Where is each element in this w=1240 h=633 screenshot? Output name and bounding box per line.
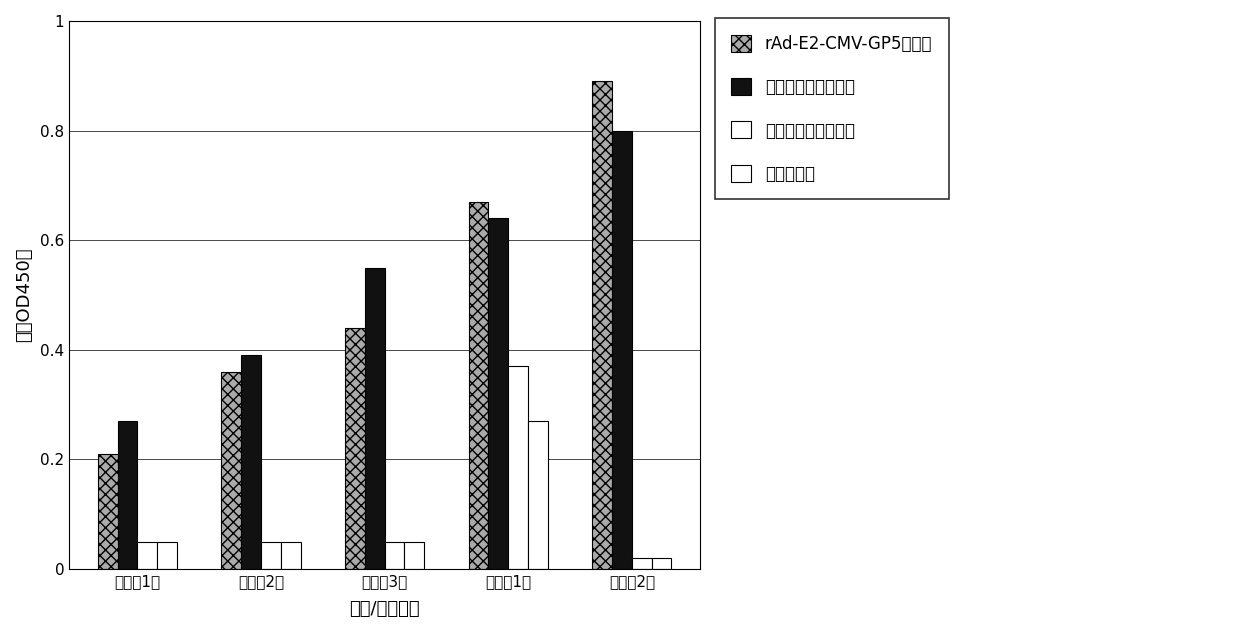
Bar	[632, 558, 652, 569]
Y-axis label: 血清OD450値: 血清OD450値	[15, 248, 33, 342]
Bar	[652, 558, 671, 569]
Bar	[138, 542, 157, 569]
Bar	[157, 542, 177, 569]
X-axis label: 免疫/攻毒时间: 免疫/攻毒时间	[350, 600, 420, 618]
Bar	[280, 542, 300, 569]
Bar	[241, 355, 260, 569]
Bar	[593, 81, 613, 569]
Bar	[384, 542, 404, 569]
Bar	[613, 130, 632, 569]
Bar	[469, 202, 489, 569]
Bar	[365, 268, 384, 569]
Bar	[222, 372, 241, 569]
Bar	[118, 421, 138, 569]
Bar	[345, 328, 365, 569]
Bar	[489, 218, 508, 569]
Bar	[404, 542, 424, 569]
Bar	[98, 454, 118, 569]
Bar	[260, 542, 280, 569]
Bar	[508, 367, 528, 569]
Legend: rAd-E2-CMV-GP5免疫组, 蓝耳病弱毒苗免疫组, 非重组腺病毒免疫组, 空白对照组: rAd-E2-CMV-GP5免疫组, 蓝耳病弱毒苗免疫组, 非重组腺病毒免疫组,…	[714, 18, 949, 199]
Bar	[528, 421, 548, 569]
